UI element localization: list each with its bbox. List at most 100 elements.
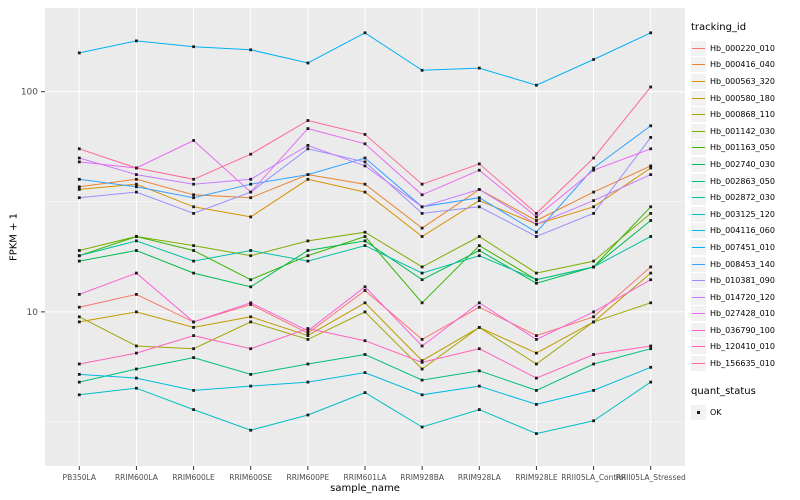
data-point	[135, 271, 138, 275]
data-point	[135, 249, 138, 252]
data-point	[249, 278, 253, 282]
data-point	[420, 226, 424, 230]
legend-item-Hb_008453_140: Hb_008453_140	[691, 256, 799, 273]
legend-item-Hb_002740_030: Hb_002740_030	[691, 156, 799, 173]
legend-item-label: Hb_001142_030	[710, 126, 775, 136]
data-point	[535, 235, 538, 238]
data-point	[77, 156, 81, 160]
data-point	[77, 305, 81, 309]
legend-line-swatch	[692, 296, 705, 298]
data-point	[77, 380, 81, 384]
legend-shape-label: OK	[710, 407, 722, 417]
data-point	[135, 239, 138, 243]
legend-line-swatch	[692, 346, 705, 348]
data-point	[306, 413, 310, 417]
data-point	[363, 31, 367, 35]
data-point	[192, 356, 195, 359]
data-point	[535, 83, 538, 87]
legend-line-swatch	[692, 130, 705, 132]
data-point	[649, 380, 653, 384]
data-point	[420, 360, 424, 364]
data-point	[420, 212, 424, 215]
data-point	[592, 259, 595, 263]
legend-item-label: Hb_004116_060	[710, 226, 775, 236]
legend-key-line	[691, 289, 706, 305]
legend-line-swatch	[692, 263, 705, 265]
legend-key-line	[691, 123, 706, 139]
x-tick-label: RRIM928BA	[400, 473, 445, 482]
legend-key-point	[691, 404, 706, 420]
legend-item-label: Hb_003125_120	[710, 209, 775, 219]
data-point	[477, 199, 481, 202]
legend-item-label: Hb_010381_090	[710, 276, 775, 286]
data-point	[649, 347, 653, 351]
data-point	[477, 347, 481, 351]
data-point	[135, 310, 138, 314]
data-point	[592, 419, 595, 423]
data-point	[649, 365, 653, 369]
data-point	[249, 285, 253, 289]
data-point	[477, 244, 481, 247]
data-point	[306, 380, 310, 384]
data-point	[249, 347, 253, 351]
legend-line-swatch	[692, 64, 705, 66]
legend-key-line	[691, 223, 706, 239]
data-point	[477, 196, 481, 200]
data-point	[592, 205, 595, 209]
data-point	[592, 168, 595, 172]
legend-key-line	[691, 190, 706, 206]
data-point	[477, 369, 481, 373]
data-point	[192, 271, 195, 275]
data-point	[77, 293, 81, 296]
data-point	[77, 362, 81, 366]
data-point	[592, 362, 595, 366]
data-point	[363, 164, 367, 168]
data-point	[592, 190, 595, 194]
data-point	[77, 177, 81, 181]
data-point	[477, 249, 481, 252]
data-point	[249, 373, 253, 376]
x-tick-label: RRIM600PE	[287, 473, 330, 482]
data-point	[535, 278, 538, 282]
legend-item-Hb_036790_100: Hb_036790_100	[691, 322, 799, 339]
legend-key-line	[691, 57, 706, 73]
data-point	[363, 391, 367, 394]
data-point	[363, 353, 367, 356]
data-point	[135, 344, 138, 348]
data-point	[592, 389, 595, 392]
data-point	[192, 347, 195, 351]
data-point	[592, 212, 595, 215]
legend: tracking_id Hb_000220_010 Hb_000416_040 Hb…	[691, 22, 799, 420]
data-point	[135, 351, 138, 355]
data-point	[649, 301, 653, 305]
data-point	[477, 326, 481, 329]
data-point	[363, 235, 367, 238]
data-point	[77, 249, 81, 252]
legend-key-line	[691, 256, 706, 272]
data-point	[192, 205, 195, 209]
legend-item-label: Hb_000416_040	[710, 60, 775, 70]
data-point	[249, 215, 253, 219]
legend-shape-item: OK	[691, 404, 799, 421]
data-point	[477, 162, 481, 166]
data-point	[306, 362, 310, 366]
data-point	[477, 384, 481, 388]
data-point	[192, 45, 195, 49]
data-point	[420, 68, 424, 72]
data-point	[535, 215, 538, 219]
data-point	[363, 156, 367, 160]
x-tick-label: RRII05LA_Stressed	[616, 473, 686, 482]
data-point	[535, 212, 538, 215]
data-point	[535, 219, 538, 222]
data-point	[649, 164, 653, 168]
legend-line-swatch	[692, 163, 705, 165]
legend-key-line	[691, 322, 706, 338]
data-point	[420, 265, 424, 269]
legend-line-swatch	[692, 363, 705, 365]
data-point	[135, 39, 138, 43]
x-tick-label: RRIM928LA	[458, 473, 502, 482]
data-point	[420, 367, 424, 371]
data-point	[135, 173, 138, 176]
data-point	[420, 393, 424, 397]
legend-line-swatch	[692, 197, 705, 199]
